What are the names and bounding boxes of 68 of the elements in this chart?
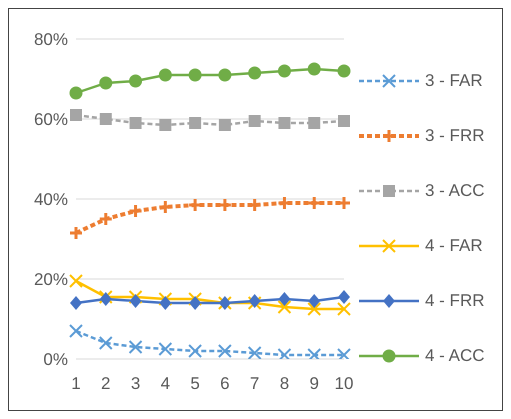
point	[188, 68, 202, 82]
legend-label: 3 - FRR	[425, 126, 484, 146]
point	[337, 348, 351, 359]
point	[188, 344, 202, 358]
point	[338, 290, 350, 304]
point	[98, 212, 114, 226]
legend-label: 4 - FAR	[425, 236, 483, 256]
point	[307, 348, 322, 359]
x-tick-label: 6	[220, 374, 230, 394]
point	[248, 346, 262, 359]
x-tick-label: 4	[160, 374, 170, 394]
point	[130, 294, 142, 308]
x-tick-label: 5	[190, 374, 200, 394]
point	[159, 296, 172, 310]
point	[218, 68, 232, 82]
point	[338, 64, 350, 78]
legend-label: 4 - FRR	[425, 290, 484, 310]
point	[159, 119, 172, 131]
point	[100, 113, 112, 125]
point	[69, 324, 83, 338]
x-tick-label: 3	[130, 374, 140, 394]
point	[278, 64, 291, 78]
x-tick-label: 9	[309, 374, 319, 394]
y-tick-label: 60%	[34, 110, 68, 130]
point	[278, 292, 290, 306]
point	[307, 302, 322, 316]
point	[70, 296, 82, 310]
point	[218, 344, 232, 358]
point	[98, 336, 113, 350]
point	[68, 226, 84, 240]
point	[70, 109, 82, 121]
point	[129, 74, 142, 88]
point	[99, 76, 112, 90]
x-tick-label: 1	[71, 374, 81, 394]
legend-label: 4 - ACC	[425, 346, 485, 366]
point	[128, 204, 144, 218]
point	[308, 294, 320, 308]
point	[189, 117, 202, 129]
y-tick-label: 40%	[34, 190, 68, 210]
point	[248, 115, 261, 127]
point	[69, 274, 83, 288]
point	[70, 86, 82, 100]
point	[218, 119, 231, 131]
point	[128, 290, 143, 304]
point	[130, 117, 142, 129]
y-tick-label: 0%	[43, 350, 68, 370]
x-tick-label: 2	[101, 374, 111, 394]
y-tick-label: 20%	[34, 270, 68, 290]
point	[337, 302, 351, 316]
point	[248, 66, 262, 80]
point	[277, 348, 292, 359]
point	[308, 117, 320, 129]
point	[188, 292, 202, 306]
x-tick-label: 8	[280, 374, 290, 394]
y-tick-label: 80%	[34, 30, 68, 50]
point	[158, 342, 172, 356]
x-tick-label: 7	[250, 374, 260, 394]
point	[338, 115, 350, 127]
legend-label: 3 - ACC	[425, 180, 485, 200]
point	[308, 62, 321, 76]
point	[158, 68, 172, 82]
point	[278, 117, 290, 129]
legend-label: 3 - FAR	[425, 70, 483, 90]
point	[277, 300, 292, 314]
point	[158, 292, 172, 306]
point	[189, 296, 202, 310]
x-tick-label: 10	[334, 374, 354, 394]
point	[128, 340, 143, 354]
